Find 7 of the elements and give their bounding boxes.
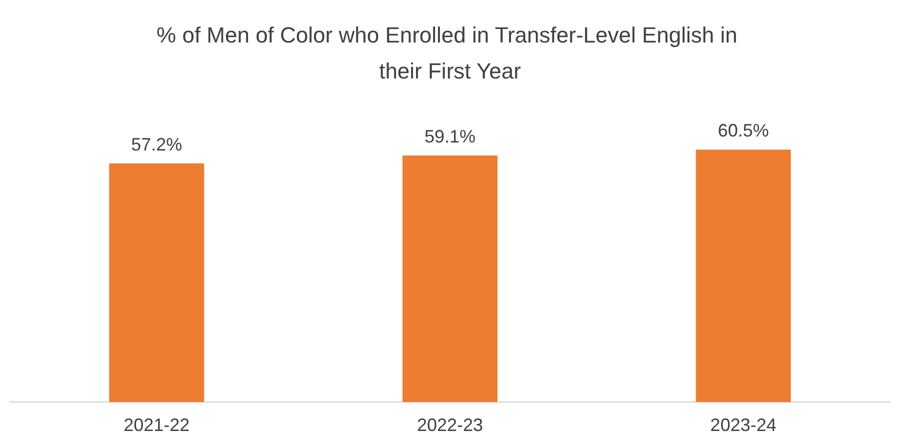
chart-title: % of Men of Color who Enrolled in Transfer-Level English in their First Year	[156, 22, 744, 84]
data-label: 57.2%	[131, 134, 182, 154]
data-label: 59.1%	[424, 126, 476, 146]
x-tick-label: 2022-23	[416, 415, 484, 435]
data-label: 60.5%	[718, 120, 769, 141]
x-tick-label: 2023-24	[710, 415, 776, 435]
x-tick-label: 2021-22	[124, 415, 190, 435]
